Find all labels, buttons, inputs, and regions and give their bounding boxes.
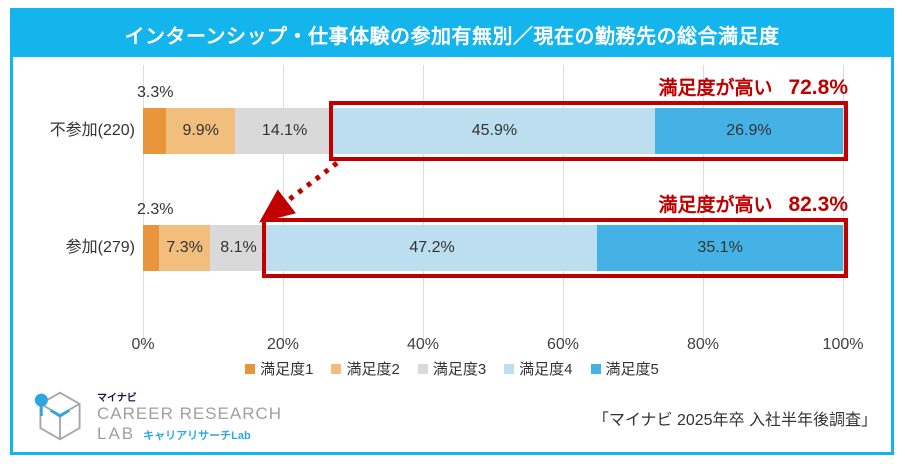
annotation-label: 満足度が高い (658, 78, 773, 99)
title-bar: インターンシップ・仕事体験の参加有無別／現在の勤務先の総合満足度 (13, 11, 891, 57)
x-axis-tick-label: 80% (686, 336, 720, 353)
legend-label: 満足度1 (260, 361, 314, 378)
segment-value: 7.3% (166, 239, 203, 256)
bar-segment-満足度1 (143, 108, 167, 154)
annotation-value: 72.8% (788, 76, 848, 99)
x-axis-tick-label: 0% (131, 336, 155, 353)
legend-item-満足度2: 満足度2 (331, 358, 400, 379)
chart-title: インターンシップ・仕事体験の参加有無別／現在の勤務先の総合満足度 (124, 25, 780, 48)
x-axis-tick-label: 40% (406, 336, 440, 353)
segment-value: 45.9% (471, 122, 518, 139)
bar-segment-満足度4: 47.2% (266, 225, 598, 271)
gridline (703, 65, 704, 344)
bar-segment-満足度3: 8.1% (210, 225, 267, 271)
legend-swatch (331, 363, 342, 374)
segment-value-above: 2.3% (137, 201, 174, 218)
segment-value: 26.9% (726, 122, 772, 139)
legend-swatch (590, 363, 601, 374)
logo-brand-small: マイナビ (97, 392, 137, 404)
segment-value-above: 3.3% (137, 84, 174, 101)
annotation-satisfaction-high: 満足度が高い 72.8% (658, 73, 848, 100)
legend-item-満足度1: 満足度1 (245, 358, 313, 379)
segment-value: 35.1% (697, 239, 743, 256)
legend-label: 満足度4 (519, 361, 573, 378)
legend-item-満足度3: 満足度3 (417, 358, 487, 379)
highlight-box (329, 101, 848, 161)
bar-segment-満足度2: 9.9% (166, 108, 236, 154)
legend: 満足度1 満足度2 満足度3 満足度4 満足度5 (13, 358, 891, 379)
logo-brand-lab: LAB (97, 423, 136, 443)
x-axis-tick-label: 100% (822, 336, 864, 353)
annotation-satisfaction-high: 満足度が高い 82.3% (658, 190, 848, 217)
segment-value: 47.2% (409, 239, 455, 256)
infographic-card: インターンシップ・仕事体験の参加有無別／現在の勤務先の総合満足度 0% 20% 40… (10, 8, 894, 455)
legend-label: 満足度2 (346, 361, 400, 378)
stacked-bar-row: 9.9% 14.1% 45.9% 26.9% (143, 108, 843, 154)
segment-value: 8.1% (220, 239, 257, 256)
legend-swatch (417, 363, 428, 374)
highlight-box (261, 218, 848, 278)
bar-segment-満足度4: 45.9% (333, 108, 655, 154)
legend-label: 満足度5 (605, 361, 659, 378)
category-label: 参加(279) (65, 239, 135, 256)
gridline (423, 65, 424, 344)
legend-swatch (504, 363, 515, 374)
gridline (143, 65, 144, 344)
dotted-arrow (259, 161, 339, 223)
bar-segment-満足度5: 35.1% (597, 225, 843, 271)
gridline (843, 65, 844, 344)
category-label: 不参加(220) (49, 122, 135, 139)
stacked-bar-row: 7.3% 8.1% 47.2% 35.1% (143, 225, 843, 271)
x-axis-tick-label: 20% (266, 336, 300, 353)
source-citation: 「マイナビ 2025年卒 入社半年後調査」 (592, 412, 877, 429)
legend-item-満足度4: 満足度4 (504, 358, 573, 379)
logo-brand-sub: キャリアリサーチLab (143, 429, 251, 442)
cube-logo-icon (31, 388, 89, 449)
segment-value: 9.9% (182, 122, 219, 139)
legend-swatch (245, 363, 256, 374)
bar-segment-満足度2: 7.3% (159, 225, 211, 271)
bar-segment-満足度3: 14.1% (235, 108, 334, 154)
segment-value: 14.1% (261, 122, 308, 139)
annotation-label: 満足度が高い (658, 195, 773, 216)
career-research-lab-logo: マイナビ CAREER RESEARCH LAB キャリアリサーチLab (31, 388, 282, 449)
legend-item-満足度5: 満足度5 (590, 358, 659, 379)
legend-label: 満足度3 (432, 361, 487, 378)
logo-text: マイナビ CAREER RESEARCH LAB キャリアリサーチLab (97, 393, 282, 444)
footer: マイナビ CAREER RESEARCH LAB キャリアリサーチLab 「マイ… (13, 390, 891, 452)
logo-brand-main: CAREER RESEARCH (97, 404, 283, 424)
bar-segment-満足度5: 26.9% (654, 108, 843, 154)
stacked-bar-chart: 0% 20% 40% 60% 80% 100% 不参加(220) 9.9% 14.1% 45.9%… (13, 57, 891, 390)
bar-segment-満足度1 (143, 225, 160, 271)
gridline (563, 65, 564, 344)
annotation-value: 82.3% (788, 193, 848, 216)
x-axis-tick-label: 60% (546, 336, 580, 353)
